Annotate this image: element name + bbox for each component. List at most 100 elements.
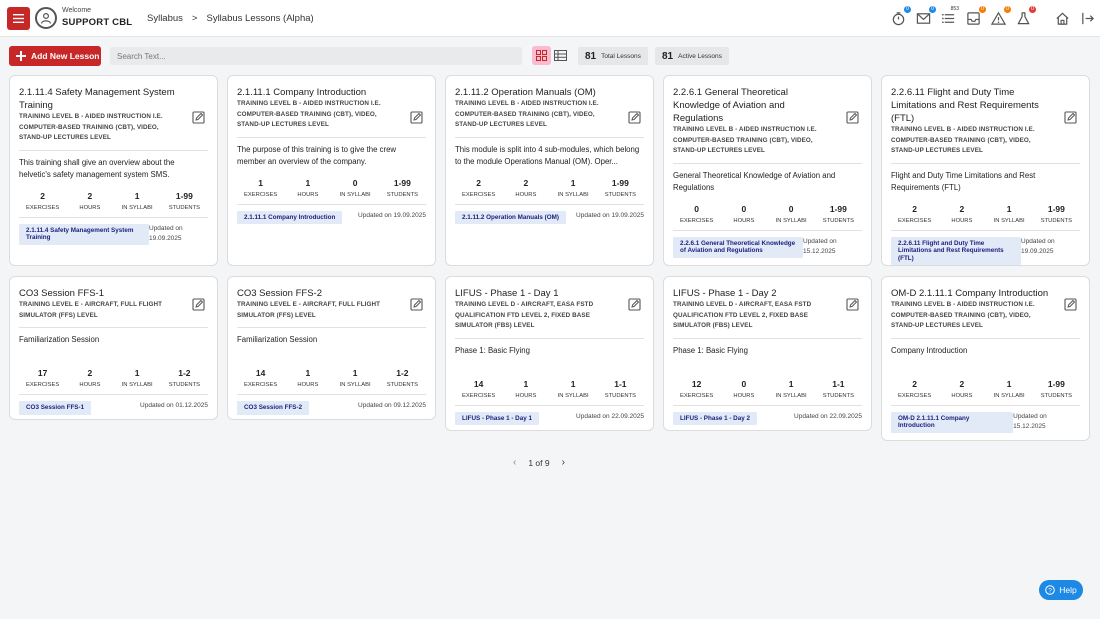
lesson-description: Phase 1: Basic Flying: [673, 345, 748, 355]
lesson-title[interactable]: LIFUS - Phase 1 - Day 1: [455, 288, 559, 299]
edit-icon[interactable]: [410, 111, 423, 124]
updated-date: Updated on 09.12.2025: [358, 402, 426, 409]
edit-icon[interactable]: [192, 298, 205, 311]
page-indicator: 1 of 9: [528, 457, 550, 468]
lesson-card[interactable]: CO3 Session FFS-1 TRAINING LEVEL E - AIRC…: [9, 276, 218, 420]
home-button[interactable]: [1050, 6, 1075, 30]
lesson-title[interactable]: CO3 Session FFS-1: [19, 288, 104, 299]
notification-badge: 0: [1004, 6, 1011, 13]
user-icon: [40, 12, 52, 24]
metric-label: IN SYLLABI: [775, 392, 807, 399]
metric-syllabi: 1 IN SYLLABI: [114, 368, 161, 388]
grid-view-button[interactable]: [532, 46, 551, 65]
lesson-title[interactable]: OM-D 2.1.11.1 Company Introduction: [891, 288, 1049, 299]
lesson-card[interactable]: 2.2.6.11 Flight and Duty Time Limitation…: [881, 75, 1090, 266]
lesson-tag[interactable]: OM-D 2.1.11.1 Company Introduction: [891, 411, 1014, 433]
edit-icon[interactable]: [846, 298, 859, 311]
lesson-title[interactable]: 2.1.11.2 Operation Manuals (OM): [455, 87, 596, 98]
lesson-metrics: 14 EXERCISES 1 HOURS 1 IN SYLLABI 1-2 STUDENTS: [237, 368, 426, 388]
lesson-card[interactable]: 2.1.11.2 Operation Manuals (OM) TRAINING …: [445, 75, 654, 266]
updated-date: Updated on 19.09.2025: [1021, 237, 1055, 255]
flask-button[interactable]: 0: [1011, 6, 1036, 30]
lesson-card[interactable]: 2.1.11.4 Safety Management System Traini…: [9, 75, 218, 266]
lesson-tag[interactable]: 2.2.6.1 General Theoretical Knowledge of…: [673, 236, 803, 258]
edit-icon[interactable]: [628, 298, 641, 311]
metric-value: 1: [523, 378, 529, 389]
timer-button[interactable]: 0: [886, 6, 911, 30]
metric-syllabi: 0 IN SYLLABI: [332, 178, 379, 198]
lesson-tag[interactable]: 2.1.11.1 Company Introduction: [237, 210, 343, 224]
search-input[interactable]: [110, 47, 522, 65]
lesson-tag[interactable]: 2.1.11.4 Safety Management System Traini…: [19, 223, 149, 245]
lesson-footer: 2.1.11.4 Safety Management System Traini…: [19, 223, 208, 245]
metric-value: 0: [741, 203, 747, 214]
lesson-tag[interactable]: 2.2.6.11 Flight and Duty Time Limitation…: [891, 236, 1021, 265]
lesson-title[interactable]: 2.2.6.1 General Theoretical Knowledge of…: [673, 87, 788, 124]
metric-exercises: 14 EXERCISES: [237, 368, 284, 388]
edit-icon[interactable]: [846, 111, 859, 124]
lesson-card[interactable]: LIFUS - Phase 1 - Day 2 TRAINING LEVEL D …: [663, 276, 872, 431]
metric-value: 1-99: [393, 177, 411, 188]
lesson-card[interactable]: 2.2.6.1 General Theoretical Knowledge of…: [663, 75, 872, 266]
metric-value: 1: [570, 378, 576, 389]
metric-label: EXERCISES: [244, 191, 278, 198]
notification-badge: 0: [929, 6, 936, 13]
edit-icon[interactable]: [1064, 298, 1077, 311]
inbox-button[interactable]: 0: [961, 6, 986, 30]
lesson-card[interactable]: LIFUS - Phase 1 - Day 1 TRAINING LEVEL D …: [445, 276, 654, 431]
metric-label: IN SYLLABI: [121, 382, 153, 388]
total-lessons-count: 81: [585, 50, 597, 62]
lesson-tag[interactable]: LIFUS - Phase 1 - Day 2: [673, 411, 757, 425]
lesson-title[interactable]: 2.1.11.1 Company Introduction: [237, 87, 367, 98]
metric-hours: 2 HOURS: [938, 204, 985, 224]
metric-value: 1-1: [832, 378, 845, 389]
logout-button[interactable]: [1075, 6, 1100, 30]
notification-badge: 0: [979, 6, 986, 13]
add-new-lesson-button[interactable]: Add New Lesson: [9, 46, 101, 66]
mail-button[interactable]: 0: [911, 6, 936, 30]
warning-button[interactable]: 0: [986, 6, 1011, 30]
lesson-title[interactable]: 2.1.11.4 Safety Management System Traini…: [19, 87, 175, 111]
lesson-tag[interactable]: CO3 Session FFS-2: [237, 401, 310, 415]
metric-value: 17: [37, 368, 48, 378]
hamburger-icon: [13, 14, 24, 23]
metric-students: 1-99 STUDENTS: [1033, 204, 1080, 224]
metric-syllabi: 1 IN SYLLABI: [550, 178, 597, 198]
total-lessons-stat: 81 Total Lessons: [578, 47, 648, 65]
lesson-tag[interactable]: LIFUS - Phase 1 - Day 1: [455, 411, 539, 425]
lesson-card[interactable]: 2.1.11.1 Company Introduction TRAINING LE…: [227, 75, 436, 266]
list-view-button[interactable]: [551, 46, 570, 65]
lesson-title[interactable]: CO3 Session FFS-2: [237, 288, 322, 299]
lesson-card[interactable]: CO3 Session FFS-2 TRAINING LEVEL E - AIRC…: [227, 276, 436, 420]
metric-label: STUDENTS: [168, 204, 200, 211]
edit-icon[interactable]: [1064, 111, 1077, 124]
metric-hours: 1 HOURS: [502, 379, 549, 399]
next-page-icon[interactable]: ›: [561, 457, 565, 468]
help-button[interactable]: ? Help: [1039, 580, 1083, 600]
metric-value: 2: [87, 190, 93, 201]
edit-icon[interactable]: [628, 111, 641, 124]
metric-label: EXERCISES: [898, 217, 932, 224]
edit-icon[interactable]: [410, 298, 423, 311]
metric-value: 1: [305, 177, 311, 188]
list-button[interactable]: 853: [936, 6, 961, 30]
edit-icon[interactable]: [192, 111, 205, 124]
lesson-tag[interactable]: CO3 Session FFS-1: [19, 401, 92, 415]
lesson-tag[interactable]: 2.1.11.2 Operation Manuals (OM): [455, 210, 566, 224]
lesson-title[interactable]: 2.2.6.11 Flight and Duty Time Limitation…: [891, 87, 1039, 124]
updated-date: Updated on 01.12.2025: [140, 402, 208, 409]
prev-page-icon[interactable]: ‹: [513, 457, 517, 468]
metric-label: HOURS: [79, 204, 101, 211]
metric-value: 2: [959, 378, 965, 389]
lesson-title[interactable]: LIFUS - Phase 1 - Day 2: [673, 288, 777, 299]
metric-exercises: 14 EXERCISES: [455, 379, 502, 399]
organization-name: SUPPORT CBL: [62, 17, 133, 28]
metric-value: 1: [305, 368, 311, 378]
divider: [455, 203, 644, 205]
avatar[interactable]: [35, 7, 57, 29]
lesson-footer: 2.1.11.2 Operation Manuals (OM) Updated o…: [455, 210, 644, 224]
hamburger-menu-button[interactable]: [7, 7, 30, 30]
divider: [891, 229, 1080, 231]
lesson-card[interactable]: OM-D 2.1.11.1 Company Introduction TRAINI…: [881, 276, 1090, 441]
breadcrumb-syllabus[interactable]: Syllabus: [147, 13, 183, 24]
